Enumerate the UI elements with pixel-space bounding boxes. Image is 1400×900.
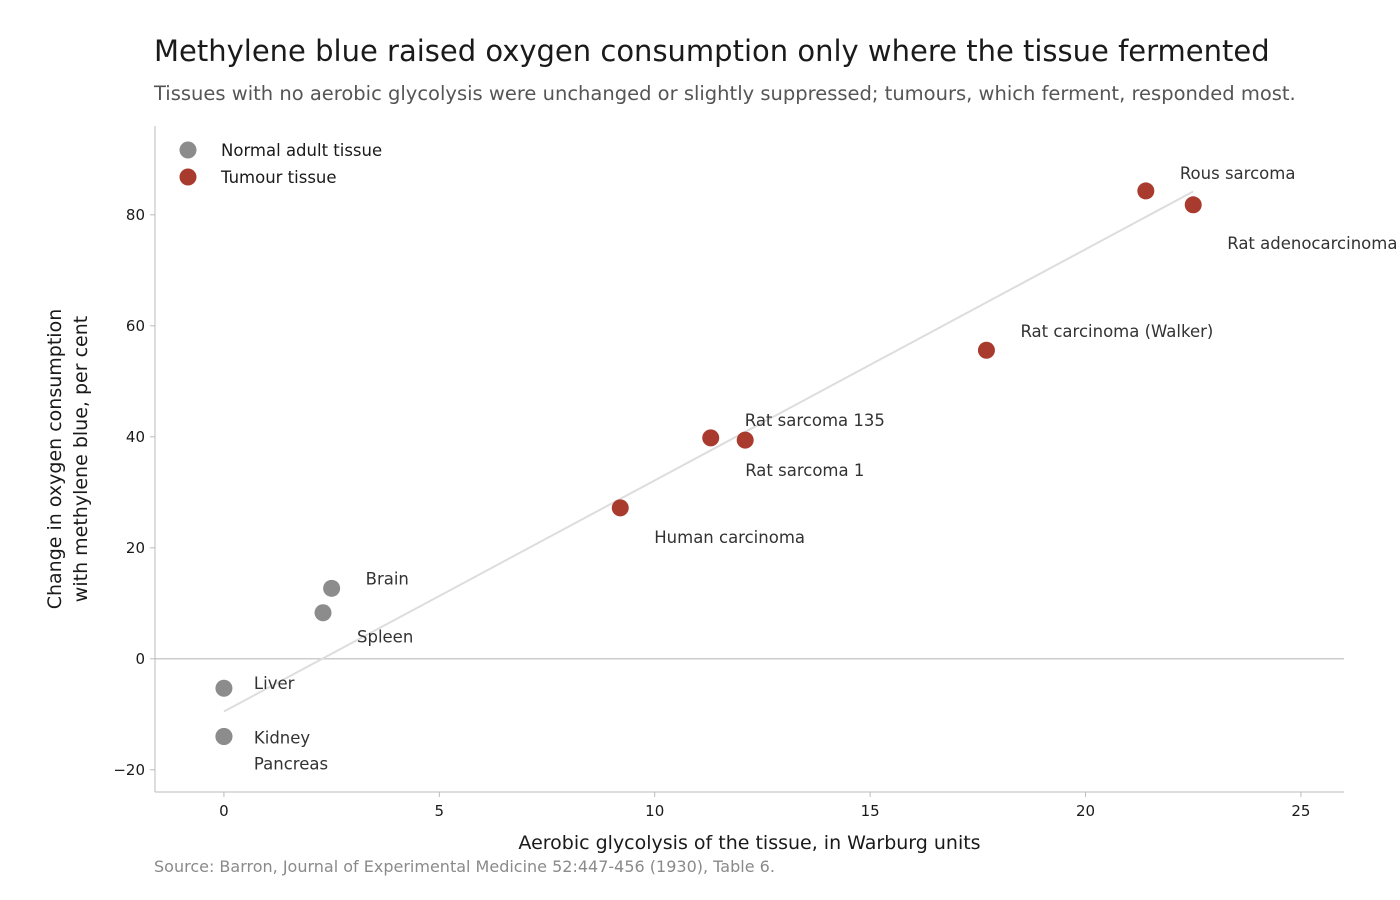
y-tick-label: 80 xyxy=(126,206,145,224)
data-point xyxy=(1137,182,1155,200)
y-tick-label: 0 xyxy=(135,650,145,668)
chart-subtitle: Tissues with no aerobic glycolysis were … xyxy=(154,82,1296,105)
data-points xyxy=(215,182,1202,745)
y-tick-label: 20 xyxy=(126,539,145,557)
x-tick-label: 5 xyxy=(435,802,445,820)
point-labels: Brain Spleen Liver Pancreas Kidney Rous sarco… xyxy=(254,164,1398,774)
x-axis-label: Aerobic glycolysis of the tissue, in War… xyxy=(518,832,980,854)
x-tick-label: 25 xyxy=(1291,802,1310,820)
data-point xyxy=(215,679,233,697)
data-point xyxy=(1184,196,1202,214)
legend-marker xyxy=(179,141,197,159)
point-label: Rat carcinoma (Walker) xyxy=(1020,322,1213,341)
point-label: Human carcinoma xyxy=(654,528,805,547)
y-tick-label: 40 xyxy=(126,428,145,446)
axes: 0 5 10 15 20 25 −20 0 20 40 60 80 Aerobic glycolysis… xyxy=(44,126,1344,854)
data-point xyxy=(323,579,341,597)
data-point xyxy=(736,431,754,449)
point-label: Kidney xyxy=(254,729,310,748)
data-point xyxy=(215,728,233,745)
legend: Normal adult tissue Tumour tissue xyxy=(179,141,382,187)
chart-title: Methylene blue raised oxygen consumption… xyxy=(154,34,1270,68)
legend-label: Normal adult tissue xyxy=(221,141,382,160)
y-tick-label: −20 xyxy=(113,761,145,779)
y-axis-label: with methylene blue, per cent xyxy=(70,316,92,602)
point-label: Spleen xyxy=(357,628,413,647)
x-tick-label: 15 xyxy=(861,802,880,820)
legend-label: Tumour tissue xyxy=(220,168,337,187)
x-tick-label: 0 xyxy=(219,802,229,820)
data-point xyxy=(314,604,332,622)
data-point xyxy=(702,429,720,447)
point-label: Rous sarcoma xyxy=(1180,164,1296,183)
x-tick-label: 20 xyxy=(1076,802,1095,820)
x-tick-label: 10 xyxy=(645,802,664,820)
point-label: Liver xyxy=(254,674,295,693)
point-label: Rat sarcoma 1 xyxy=(745,461,864,480)
point-label: Rat sarcoma 135 xyxy=(745,411,885,430)
y-tick-label: 60 xyxy=(126,317,145,335)
legend-marker xyxy=(179,168,197,186)
chart-source: Source: Barron, Journal of Experimental … xyxy=(154,857,775,876)
point-label: Brain xyxy=(366,569,409,588)
data-point xyxy=(977,341,995,359)
y-axis-label: Change in oxygen consumption xyxy=(44,309,66,610)
point-label: Rat adenocarcinoma xyxy=(1227,234,1397,253)
trend-line-group xyxy=(223,190,1194,713)
data-point xyxy=(611,499,629,517)
trend-line xyxy=(223,190,1194,713)
point-label: Pancreas xyxy=(254,755,328,774)
